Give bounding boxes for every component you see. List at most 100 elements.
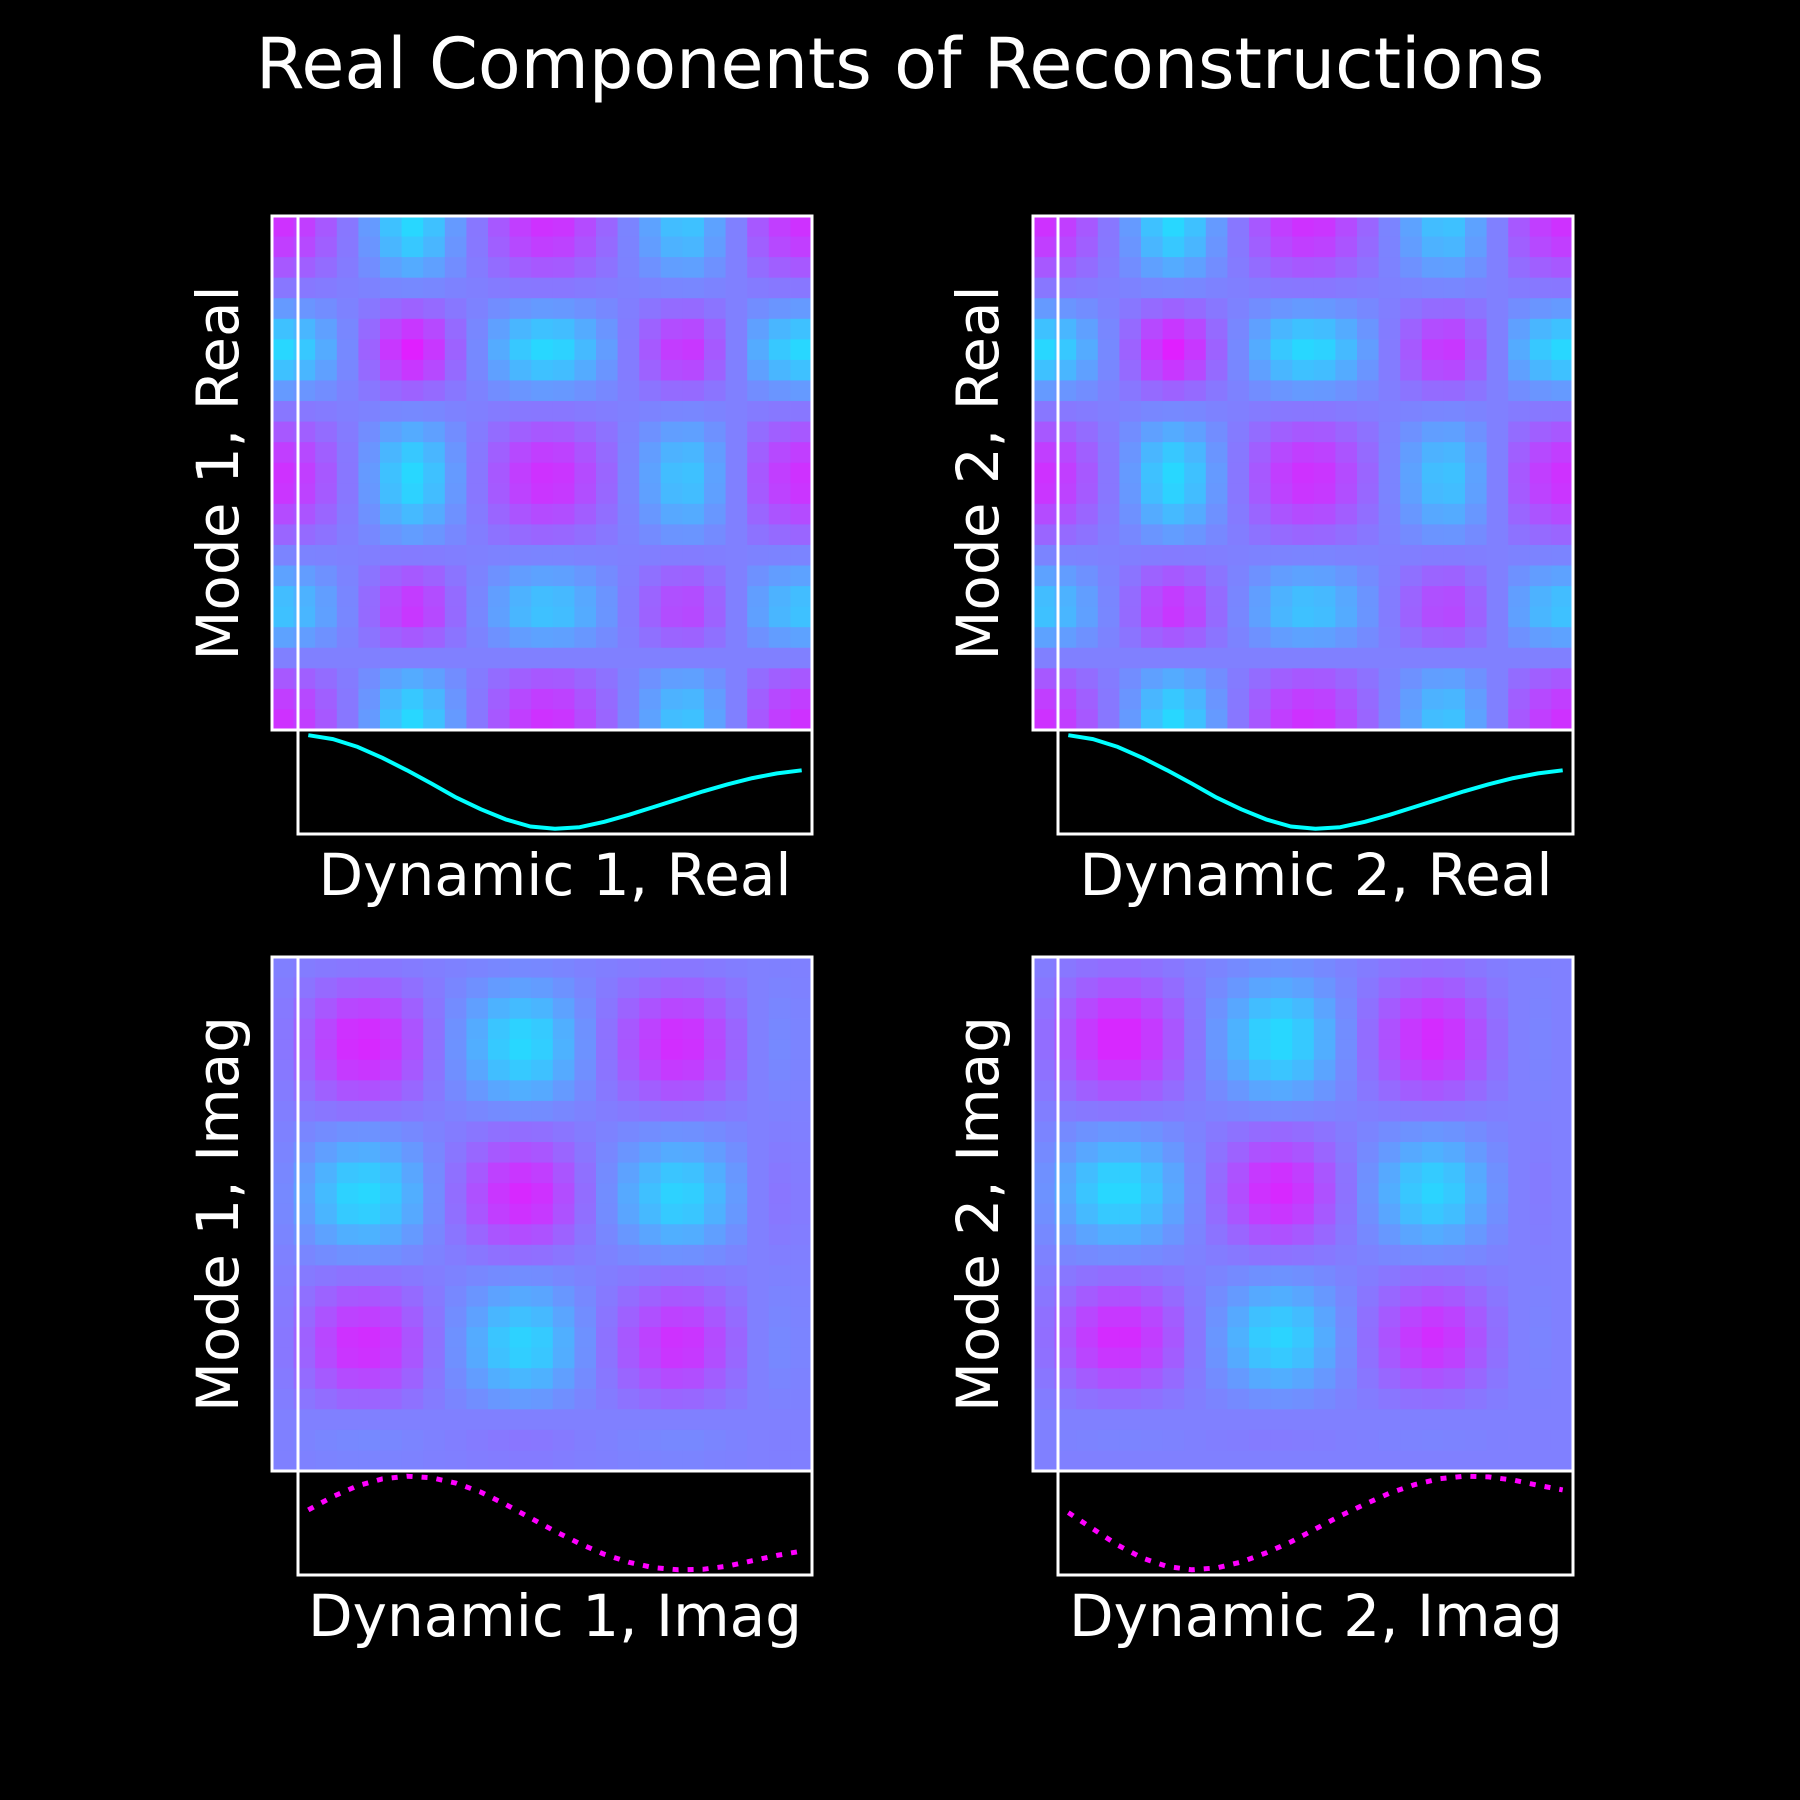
heatmap-cell (1357, 709, 1380, 731)
heatmap-cell (639, 1265, 662, 1287)
heatmap-cell (401, 627, 424, 649)
heatmap-cell (1378, 318, 1401, 340)
heatmap-cell (1486, 709, 1509, 731)
mode2-real-heatmap (1033, 216, 1574, 731)
heatmap-cell (1205, 277, 1228, 299)
heatmap-cell (1270, 1203, 1293, 1225)
heatmap-cell (1249, 1450, 1272, 1472)
heatmap-cell (1162, 1039, 1185, 1061)
heatmap-cell (596, 401, 619, 423)
heatmap-cell (423, 1409, 446, 1431)
heatmap-cell (1313, 1429, 1336, 1452)
heatmap-cell (747, 1100, 770, 1123)
heatmap-cell (1378, 544, 1401, 567)
heatmap-cell (358, 442, 381, 464)
heatmap-cell (790, 1018, 813, 1040)
heatmap-cell (1529, 462, 1552, 484)
heatmap-cell (466, 421, 489, 443)
heatmap-cell (272, 1059, 295, 1081)
heatmap-cell (1465, 1018, 1488, 1040)
heatmap-cell (1119, 257, 1142, 279)
heatmap-cell (596, 442, 619, 464)
heatmap-cell (660, 1039, 683, 1061)
heatmap-cell (401, 318, 424, 340)
heatmap-cell (639, 1368, 662, 1390)
heatmap-cell (1508, 957, 1531, 979)
heatmap-cell (488, 998, 511, 1020)
heatmap-cell (682, 1265, 705, 1287)
heatmap-cell (660, 1018, 683, 1040)
heatmap-cell (1551, 1039, 1574, 1061)
heatmap-cell (660, 1285, 683, 1308)
heatmap-cell (682, 421, 705, 443)
heatmap-cell (488, 503, 511, 525)
heatmap-cell (272, 1080, 295, 1102)
heatmap-cell (704, 318, 727, 340)
heatmap-cell (1054, 298, 1077, 320)
heatmap-cell (639, 1450, 662, 1472)
heatmap-cell (768, 277, 791, 299)
heatmap-cell (1076, 462, 1099, 484)
heatmap-cell (574, 1327, 597, 1349)
heatmap-cell (1400, 257, 1423, 279)
heatmap-cell (401, 1244, 424, 1266)
heatmap-cell (682, 1162, 705, 1184)
heatmap-cell (1421, 1142, 1444, 1164)
heatmap-cell (574, 216, 597, 238)
heatmap-cell (1205, 688, 1228, 711)
heatmap-cell (790, 1327, 813, 1349)
heatmap-cell (1097, 1265, 1120, 1287)
heatmap-cell (509, 380, 532, 402)
heatmap-cell (509, 1450, 532, 1472)
heatmap-cell (1313, 1409, 1336, 1431)
heatmap-cell (272, 957, 295, 979)
heatmap-cell (466, 1388, 489, 1410)
heatmap-cell (444, 606, 467, 628)
heatmap-cell (1335, 421, 1358, 443)
heatmap-cell (1292, 1142, 1315, 1164)
heatmap-cell (1357, 1368, 1380, 1390)
heatmap-cell (1033, 1203, 1056, 1225)
heatmap-cell (1400, 998, 1423, 1020)
heatmap-cell (401, 524, 424, 546)
heatmap-cell (315, 503, 338, 525)
heatmap-cell (1465, 998, 1488, 1020)
heatmap-cell (1270, 1409, 1293, 1431)
heatmap-cell (1162, 421, 1185, 443)
heatmap-cell (423, 957, 446, 979)
heatmap-cell (1486, 1039, 1509, 1061)
heatmap-cell (401, 442, 424, 464)
heatmap-cell (1162, 359, 1185, 382)
heatmap-cell (1421, 668, 1444, 690)
heatmap-cell (1443, 1347, 1466, 1369)
heatmap-cell (725, 298, 748, 320)
heatmap-cell (790, 1429, 813, 1452)
heatmap-cell (315, 442, 338, 464)
panel-mode2-imag: Mode 2, Imag Dynamic 2, Imag (944, 955, 1575, 1650)
heatmap-cell (488, 1347, 511, 1369)
heatmap-cell (509, 1347, 532, 1369)
heatmap-cell (315, 1224, 338, 1246)
heatmap-cell (1292, 606, 1315, 628)
heatmap-cell (272, 359, 295, 382)
mode1-real-heatmap (272, 216, 813, 731)
heatmap-cell (1443, 1121, 1466, 1143)
heatmap-cell (272, 627, 295, 649)
heatmap-cell (1270, 1265, 1293, 1287)
heatmap-cell (444, 1121, 467, 1143)
heatmap-cell (725, 565, 748, 587)
heatmap-cell (509, 257, 532, 279)
heatmap-cell (1486, 380, 1509, 402)
heatmap-cell (1227, 503, 1250, 525)
heatmap-cell (704, 1285, 727, 1308)
heatmap-cell (272, 977, 295, 999)
heatmap-cell (531, 442, 554, 464)
heatmap-cell (1508, 1265, 1531, 1287)
heatmap-cell (1313, 1347, 1336, 1369)
heatmap-cell (1508, 257, 1531, 279)
heatmap-cell (574, 442, 597, 464)
heatmap-cell (790, 1039, 813, 1061)
heatmap-cell (660, 668, 683, 690)
heatmap-cell (1141, 709, 1164, 731)
heatmap-cell (747, 627, 770, 649)
